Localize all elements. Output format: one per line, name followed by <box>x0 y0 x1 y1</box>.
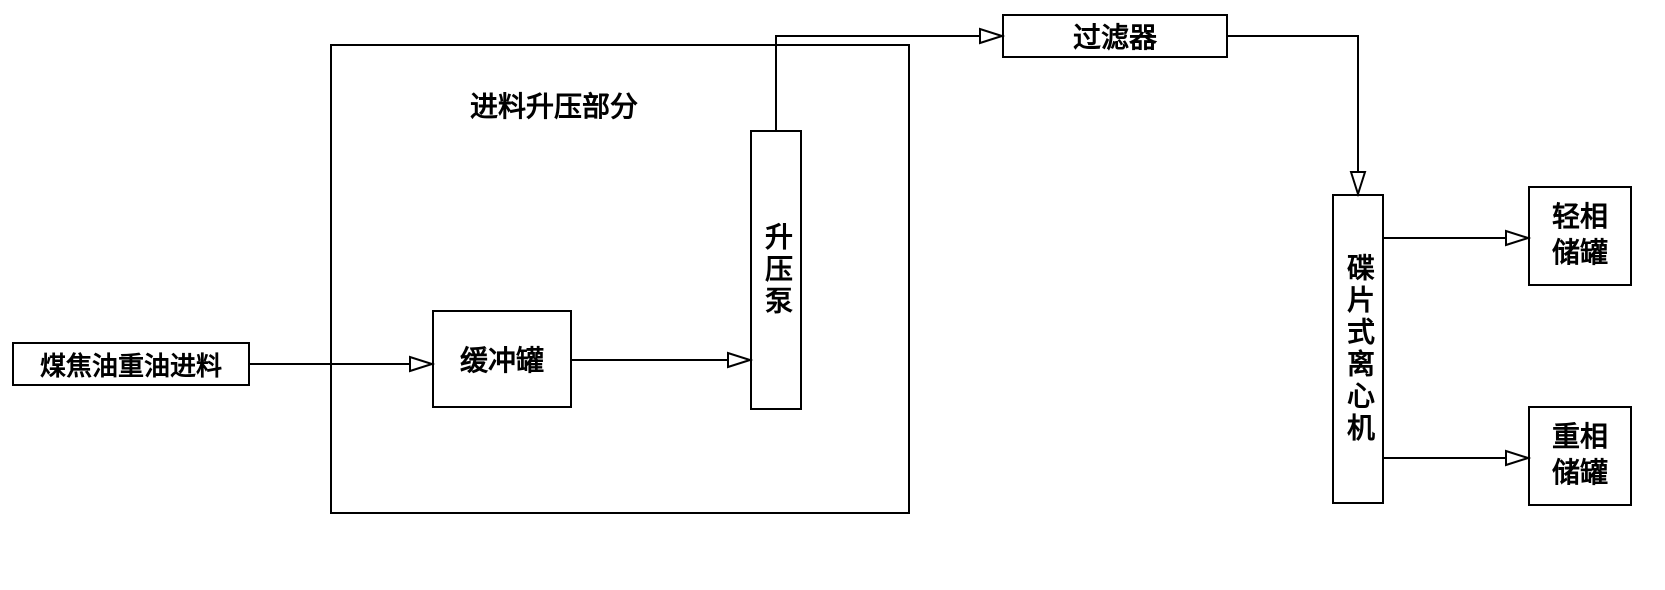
centrifuge-label: 碟片式离心机 <box>1338 253 1378 445</box>
node-heavy-tank: 重相 储罐 <box>1528 406 1632 506</box>
node-buffer-tank: 缓冲罐 <box>432 310 572 408</box>
node-centrifuge: 碟片式离心机 <box>1332 194 1384 504</box>
node-booster-pump: 升压泵 <box>750 130 802 410</box>
node-light-tank: 轻相 储罐 <box>1528 186 1632 286</box>
booster-pump-label: 升压泵 <box>756 222 796 318</box>
buffer-tank-label: 缓冲罐 <box>460 339 544 379</box>
feed-input-label: 煤焦油重油进料 <box>40 346 222 383</box>
node-filter: 过滤器 <box>1002 14 1228 58</box>
light-tank-label: 轻相 储罐 <box>1552 200 1608 273</box>
filter-label: 过滤器 <box>1073 16 1157 56</box>
heavy-tank-label: 重相 储罐 <box>1552 420 1608 493</box>
section-label: 进料升压部分 <box>470 85 638 125</box>
node-feed-input: 煤焦油重油进料 <box>12 342 250 386</box>
